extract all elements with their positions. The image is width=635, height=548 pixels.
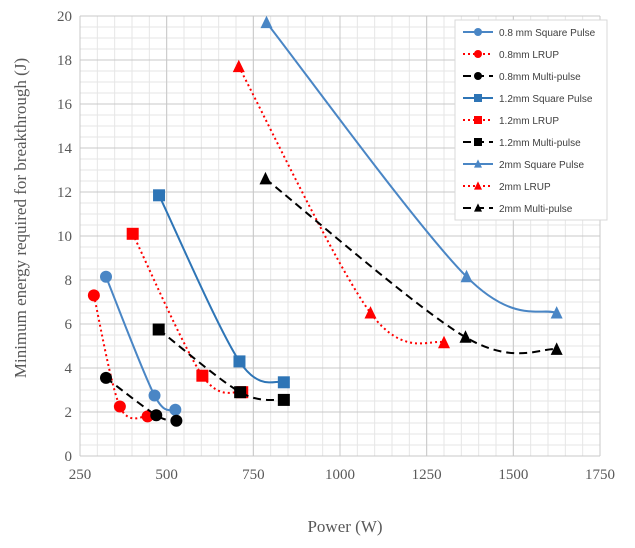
series-0-8-mm-square-pulse — [100, 270, 182, 416]
series-line — [158, 194, 285, 384]
data-point — [474, 159, 482, 168]
series-layer — [87, 15, 563, 427]
data-point — [259, 171, 272, 185]
y-tick-label: 20 — [57, 9, 72, 25]
data-point — [260, 15, 273, 29]
series-2mm-multi-pulse — [259, 171, 563, 355]
data-point — [474, 203, 482, 212]
series-0-8mm-multi-pulse — [100, 371, 183, 427]
y-tick-label: 6 — [65, 317, 73, 333]
series-line — [264, 178, 557, 355]
x-tick-label: 1750 — [585, 467, 615, 483]
legend-label: 0.8mm LRUP — [499, 50, 559, 61]
data-point — [277, 376, 290, 389]
legend-item: 2mm Multi-pulse — [463, 203, 573, 215]
series-1-2mm-square-pulse — [153, 189, 290, 389]
data-point — [234, 386, 247, 399]
legend-item: 1.2mm Square Pulse — [463, 94, 593, 105]
y-tick-label: 12 — [57, 185, 72, 201]
data-point — [459, 330, 472, 343]
axes: 250 500 750 1000 1250 1500 1750 0 2 4 6 8 10 12 14 16 18… — [57, 9, 615, 483]
legend-label: 1.2mm Square Pulse — [499, 94, 593, 105]
x-tick-label: 750 — [242, 467, 265, 483]
data-point — [113, 400, 126, 413]
data-point — [474, 116, 482, 124]
data-point — [170, 414, 183, 427]
series-2mm-square-pulse — [260, 15, 563, 319]
data-point — [100, 270, 112, 283]
legend-item: 2mm LRUP — [463, 181, 551, 193]
legend: 0.8 mm Square Pulse 0.8mm LRUP 0.8mm Multi… — [454, 19, 608, 221]
legend-item: 0.8mm LRUP — [463, 50, 559, 61]
series-2mm-lrup — [232, 59, 450, 349]
data-point — [474, 138, 482, 146]
series-line — [237, 66, 445, 345]
data-point — [126, 227, 139, 240]
data-point — [364, 306, 377, 319]
data-point — [169, 403, 182, 416]
x-tick-label: 1000 — [325, 467, 355, 483]
series-0-8mm-lrup — [87, 289, 154, 423]
legend-label: 1.2mm Multi-pulse — [499, 138, 581, 149]
y-tick-label: 4 — [65, 361, 73, 377]
x-tick-label: 1500 — [498, 467, 528, 483]
series-line — [158, 328, 285, 401]
y-tick-label: 14 — [57, 141, 73, 157]
legend-item: 1.2mm LRUP — [463, 116, 559, 127]
x-tick-label: 500 — [155, 467, 178, 483]
y-tick-label: 8 — [65, 273, 73, 289]
legend-label: 2mm Square Pulse — [499, 160, 584, 171]
grid — [79, 15, 601, 457]
data-point — [152, 323, 165, 336]
data-point — [196, 369, 209, 382]
y-tick-label: 2 — [65, 405, 73, 421]
data-point — [474, 94, 482, 102]
legend-label: 2mm Multi-pulse — [499, 204, 573, 215]
legend-item: 2mm Square Pulse — [463, 159, 584, 171]
data-point — [550, 306, 563, 319]
series-1-2mm-multi-pulse — [152, 323, 290, 406]
y-tick-label: 18 — [57, 53, 72, 69]
data-point — [474, 50, 482, 58]
data-point — [87, 289, 100, 302]
data-point — [474, 72, 482, 80]
legend-label: 0.8mm Multi-pulse — [499, 72, 581, 83]
data-point — [153, 189, 166, 202]
x-axis-title: Power (W) — [307, 517, 382, 536]
data-point — [100, 371, 112, 384]
y-tick-label: 16 — [57, 97, 73, 113]
legend-item: 0.8 mm Square Pulse — [463, 28, 596, 39]
data-point — [277, 393, 290, 406]
legend-label: 1.2mm LRUP — [499, 116, 559, 127]
data-point — [460, 269, 473, 283]
data-point — [148, 389, 161, 402]
x-tick-label: 250 — [69, 467, 92, 483]
y-axis-title: Minimum energy required for breakthrough… — [11, 58, 30, 378]
legend-item: 0.8mm Multi-pulse — [463, 72, 581, 83]
data-point — [550, 342, 563, 355]
y-tick-label: 10 — [57, 229, 72, 245]
data-point — [232, 59, 245, 73]
y-tick-label: 0 — [65, 449, 73, 465]
data-point — [438, 335, 450, 349]
data-point — [474, 28, 482, 36]
legend-label: 0.8 mm Square Pulse — [499, 28, 596, 39]
series-line — [265, 21, 558, 314]
data-point — [233, 355, 246, 368]
data-point — [150, 409, 163, 422]
legend-item: 1.2mm Multi-pulse — [463, 138, 581, 149]
series-line — [131, 233, 243, 394]
x-tick-label: 1250 — [412, 467, 442, 483]
data-point — [474, 181, 482, 190]
legend-label: 2mm LRUP — [499, 182, 551, 193]
